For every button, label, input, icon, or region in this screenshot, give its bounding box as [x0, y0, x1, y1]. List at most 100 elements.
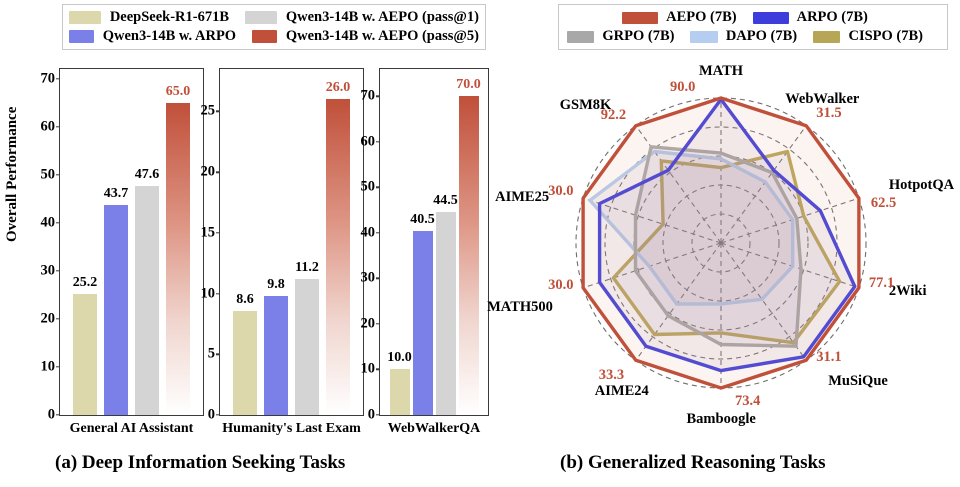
radar-axis-spoke — [720, 197, 860, 244]
y-tick-mark — [376, 186, 380, 189]
legend-label-aepo7b: AEPO (7B) — [666, 9, 737, 25]
y-tick-label: 0 — [47, 406, 55, 423]
legend-swatch-aepo7b — [622, 11, 659, 24]
bar-2 — [104, 205, 128, 415]
legend-row-2: Qwen3-14B w. ARPO Qwen3-14B w. AEPO (pas… — [69, 27, 479, 46]
y-tick-mark — [56, 77, 60, 80]
bar-4 — [458, 96, 479, 415]
radar-grid-ring — [604, 126, 838, 360]
radar-axis-label-aime24: AIME24 — [594, 383, 649, 400]
radar-axis-label-gsm8k: GSM8K — [559, 96, 612, 113]
x-tick-label: General AI Assistant — [69, 421, 194, 436]
y-tick-label: 10 — [200, 285, 216, 302]
legend-swatch-cispo7b — [813, 30, 841, 43]
legend-swatch-arpo7b — [752, 11, 789, 24]
y-tick-mark — [56, 270, 60, 272]
bar-value-label: 9.8 — [267, 277, 285, 293]
bar-chart-y-axis-label: Overall Performance — [4, 106, 20, 242]
y-tick-mark — [216, 232, 220, 234]
y-tick-label: 50 — [360, 178, 376, 195]
radar-legend-row-2: GRPO (7B) DAPO (7B) CISPO (7B) — [567, 27, 939, 46]
radar-chart: MATH 90.0 WebWalker 31.5 HotpotQA 62.5 2Wiki 77… — [487, 52, 960, 444]
legend-swatch-arpo — [69, 30, 94, 43]
y-tick-label: 0 — [207, 406, 215, 423]
radar-axis-spoke — [635, 125, 722, 244]
y-tick-mark — [376, 141, 380, 143]
bar-3 — [435, 212, 456, 415]
bar-value-label: 43.7 — [103, 185, 129, 201]
y-tick-label: 40 — [360, 224, 376, 241]
bar-3 — [135, 186, 159, 415]
legend-label-deepseek: DeepSeek-R1-671B — [109, 9, 230, 25]
y-tick-mark — [216, 110, 220, 113]
bar-4 — [326, 99, 350, 415]
y-tick-mark — [56, 318, 60, 320]
legend-swatch-aepo-pass1 — [245, 11, 277, 24]
y-tick-mark — [216, 353, 220, 355]
y-tick-label: 40 — [40, 214, 56, 231]
radar-axis-label-math500: MATH500 — [487, 298, 553, 315]
y-tick-label: 15 — [200, 224, 216, 241]
y-tick-mark — [56, 125, 60, 128]
bar-3 — [295, 279, 319, 415]
radar-value-label-webwalker: 31.5 — [816, 104, 842, 121]
legend-swatch-deepseek — [69, 11, 101, 24]
radar-axis-spoke — [582, 242, 722, 289]
x-tick-label: WebWalkerQA — [387, 421, 481, 436]
y-tick-mark — [56, 174, 60, 176]
y-tick-mark — [376, 368, 380, 371]
y-tick-label: 20 — [40, 310, 56, 327]
bar-value-label: 26.0 — [325, 80, 351, 96]
radar-axis-spoke — [635, 242, 722, 361]
bar-value-label: 44.5 — [433, 193, 458, 209]
y-tick-label: 5 — [207, 345, 215, 362]
radar-axis-label-webwalker: WebWalker — [785, 90, 860, 107]
bar-value-label: 10.0 — [387, 350, 412, 366]
y-tick-mark — [376, 323, 380, 325]
radar-series-grpo — [633, 145, 803, 348]
caption-b: (b) Generalized Reasoning Tasks — [560, 452, 826, 473]
legend-label-arpo7b: ARPO (7B) — [796, 9, 868, 25]
y-tick-label: 20 — [200, 163, 216, 180]
y-tick-mark — [376, 232, 380, 234]
y-tick-label: 70 — [40, 70, 56, 87]
legend-swatch-dapo7b — [690, 30, 718, 43]
radar-value-label-math: 90.0 — [670, 79, 696, 95]
y-tick-mark — [216, 292, 220, 295]
radar-value-label-math500: 30.0 — [548, 276, 574, 293]
y-tick-label: 30 — [40, 262, 56, 279]
y-tick-mark — [56, 414, 60, 416]
legend-swatch-grpo7b — [567, 30, 595, 43]
y-tick-mark — [376, 277, 380, 280]
legend-swatch-aepo-pass5 — [252, 30, 277, 43]
y-tick-label: 70 — [360, 87, 376, 104]
radar-value-label-hotpotqa: 62.5 — [870, 195, 897, 212]
legend-label-cispo7b: CISPO (7B) — [848, 28, 923, 44]
legend-label-aepo-pass1: Qwen3-14B w. AEPO (pass@1) — [285, 9, 479, 25]
bar-4 — [166, 102, 190, 415]
y-tick-label: 10 — [360, 360, 376, 377]
y-tick-mark — [376, 414, 380, 416]
bar-value-label: 25.2 — [72, 274, 98, 290]
radar-axis-label-aime25: AIME25 — [495, 189, 550, 206]
bar-2 — [264, 296, 288, 415]
radar-axis-label-2wiki: 2Wiki — [888, 282, 927, 299]
x-tick-label: Humanity's Last Exam — [222, 421, 361, 436]
radar-chart-legend: AEPO (7B) ARPO (7B) GRPO (7B) DAPO (7B) … — [558, 4, 948, 50]
y-tick-label: 30 — [360, 269, 376, 286]
radar-axis-spoke — [582, 197, 722, 244]
y-tick-label: 0 — [367, 406, 375, 423]
radar-value-label-aime25: 30.0 — [548, 183, 574, 200]
y-tick-label: 25 — [200, 102, 216, 119]
bar-value-label: 70.0 — [456, 77, 481, 93]
bar-value-label: 11.2 — [295, 260, 319, 276]
y-tick-label: 20 — [360, 315, 376, 332]
bar-1 — [73, 293, 97, 415]
bar-value-label: 40.5 — [410, 211, 435, 227]
radar-axis-label-bamboogle: Bamboogle — [686, 411, 756, 427]
radar-value-label-aime24: 33.3 — [598, 367, 625, 384]
legend-label-aepo-pass5: Qwen3-14B w. AEPO (pass@5) — [285, 28, 479, 44]
radar-axis-spoke — [720, 125, 807, 244]
bar-chart-panel-webwalkerqa: 0 10 20 30 40 50 60 70 10.0 40.5 44.5 70.0 WebWalker… — [361, 68, 489, 436]
